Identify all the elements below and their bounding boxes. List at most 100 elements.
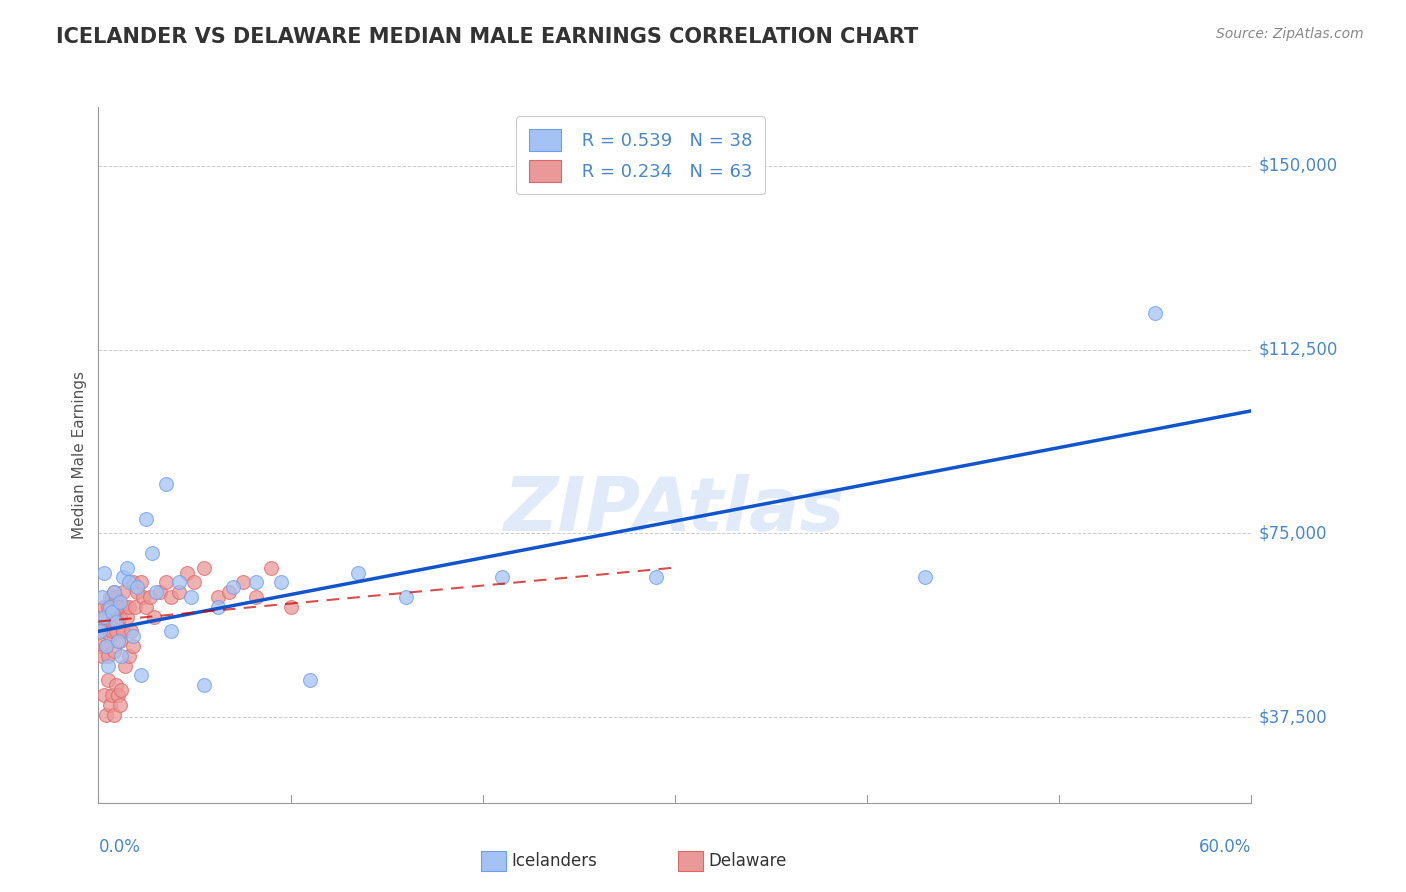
Point (222, 580, 245, 594)
Text: $75,000: $75,000 (1258, 524, 1327, 542)
Point (112, 585, 135, 599)
Point (91, 648, 114, 663)
Point (122, 575, 145, 590)
Point (104, 590, 127, 604)
Point (93, 624, 115, 639)
Point (122, 639, 145, 653)
Point (98, 698, 121, 712)
Point (93, 566, 115, 580)
Text: Icelanders: Icelanders (512, 852, 598, 870)
Point (94, 639, 117, 653)
Text: Delaware: Delaware (709, 852, 787, 870)
Point (124, 599, 146, 614)
Text: $150,000: $150,000 (1258, 157, 1337, 175)
Point (129, 668, 152, 682)
Point (103, 707, 125, 722)
Point (103, 585, 125, 599)
Point (110, 683, 132, 698)
Point (143, 609, 166, 624)
Point (89, 624, 111, 639)
Point (167, 585, 190, 599)
Point (98, 599, 121, 614)
Point (180, 590, 202, 604)
Text: ZIPAtlas: ZIPAtlas (505, 474, 845, 547)
Point (245, 590, 267, 604)
Point (207, 599, 229, 614)
Point (108, 698, 131, 712)
Point (101, 590, 124, 604)
Point (93, 688, 115, 702)
Point (112, 570, 135, 584)
Text: 0.0%: 0.0% (98, 838, 141, 856)
Legend:  R = 0.539   N = 38,  R = 0.234   N = 63: R = 0.539 N = 38, R = 0.234 N = 63 (516, 116, 765, 194)
Point (160, 624, 183, 639)
Point (101, 688, 124, 702)
Point (93, 609, 115, 624)
Point (135, 599, 157, 614)
Point (245, 575, 267, 590)
Point (97, 648, 120, 663)
Point (139, 590, 162, 604)
Point (122, 629, 145, 643)
Point (145, 585, 167, 599)
Text: ICELANDER VS DELAWARE MEDIAN MALE EARNINGS CORRELATION CHART: ICELANDER VS DELAWARE MEDIAN MALE EARNIN… (56, 27, 918, 46)
Point (94, 707, 117, 722)
Point (149, 585, 172, 599)
Point (160, 590, 183, 604)
Point (260, 560, 283, 574)
Text: Source: ZipAtlas.com: Source: ZipAtlas.com (1216, 27, 1364, 41)
Point (218, 585, 240, 599)
Point (117, 609, 138, 624)
Point (89, 639, 111, 653)
Point (91, 619, 114, 633)
Point (107, 615, 129, 629)
Point (108, 595, 131, 609)
Point (298, 673, 321, 688)
Point (491, 570, 513, 584)
Point (155, 575, 177, 590)
Point (110, 648, 132, 663)
Point (183, 575, 205, 590)
Point (93, 599, 115, 614)
Point (107, 634, 129, 648)
Point (108, 634, 131, 648)
Point (167, 575, 190, 590)
Point (395, 590, 418, 604)
Point (135, 511, 157, 525)
Point (107, 599, 129, 614)
Point (118, 575, 141, 590)
Point (270, 575, 292, 590)
Point (97, 673, 120, 688)
Point (94, 609, 117, 624)
Point (280, 599, 302, 614)
Point (207, 590, 229, 604)
Point (118, 599, 141, 614)
Point (91, 590, 114, 604)
Text: $37,500: $37,500 (1258, 708, 1327, 726)
Point (103, 585, 125, 599)
Point (110, 599, 132, 614)
Point (114, 658, 136, 673)
Point (176, 566, 198, 580)
Y-axis label: Median Male Earnings: Median Male Earnings (72, 371, 87, 539)
Point (193, 678, 215, 692)
Point (104, 624, 127, 639)
Point (1144, 306, 1167, 320)
Point (141, 546, 163, 560)
Point (125, 580, 148, 594)
Point (104, 678, 127, 692)
Point (101, 605, 124, 619)
Point (112, 624, 135, 639)
Point (98, 590, 121, 604)
Point (114, 599, 136, 614)
Point (644, 570, 666, 584)
Point (914, 570, 936, 584)
Point (193, 560, 215, 574)
Point (103, 644, 125, 658)
Point (117, 560, 138, 574)
Point (101, 624, 124, 639)
Point (231, 575, 254, 590)
Point (346, 566, 368, 580)
Point (155, 477, 177, 491)
Point (129, 575, 152, 590)
